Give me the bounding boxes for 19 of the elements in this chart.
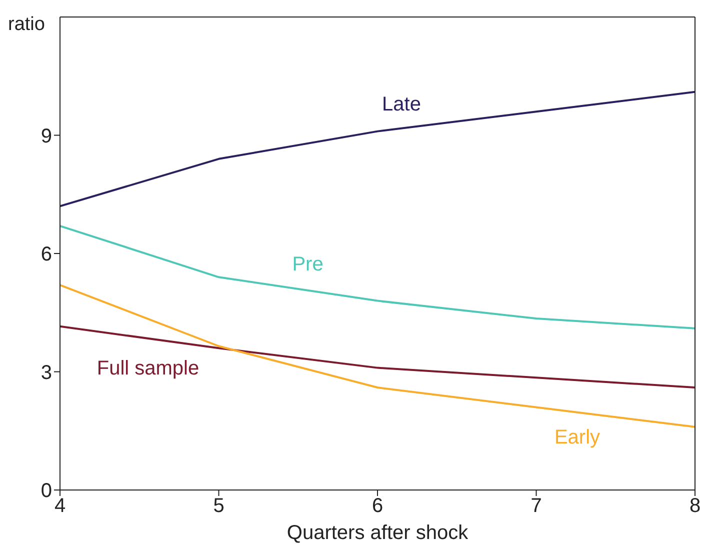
y-axis-title: ratio	[8, 14, 45, 36]
line-series	[60, 224, 695, 330]
y-tick-label: 6	[40, 244, 52, 266]
y-tick-label: 9	[40, 125, 52, 148]
series-label: Pre	[292, 253, 324, 276]
x-tick-label: 5	[213, 495, 224, 518]
series-label: Full sample	[96, 358, 200, 380]
x-tick-label: 7	[530, 495, 542, 518]
line-series	[60, 284, 695, 428]
line-series	[60, 325, 695, 389]
y-tick-label: 3	[40, 362, 52, 384]
y-tick-label: 0	[40, 480, 52, 502]
x-axis-title: Quarters after shock	[286, 522, 470, 544]
series-label: Early	[554, 426, 600, 449]
x-tick-label: 6	[372, 495, 384, 518]
x-tick-label: 8	[689, 495, 701, 518]
line-series	[60, 90, 695, 208]
series-label: Late	[382, 94, 421, 116]
x-tick-label: 4	[54, 495, 66, 518]
